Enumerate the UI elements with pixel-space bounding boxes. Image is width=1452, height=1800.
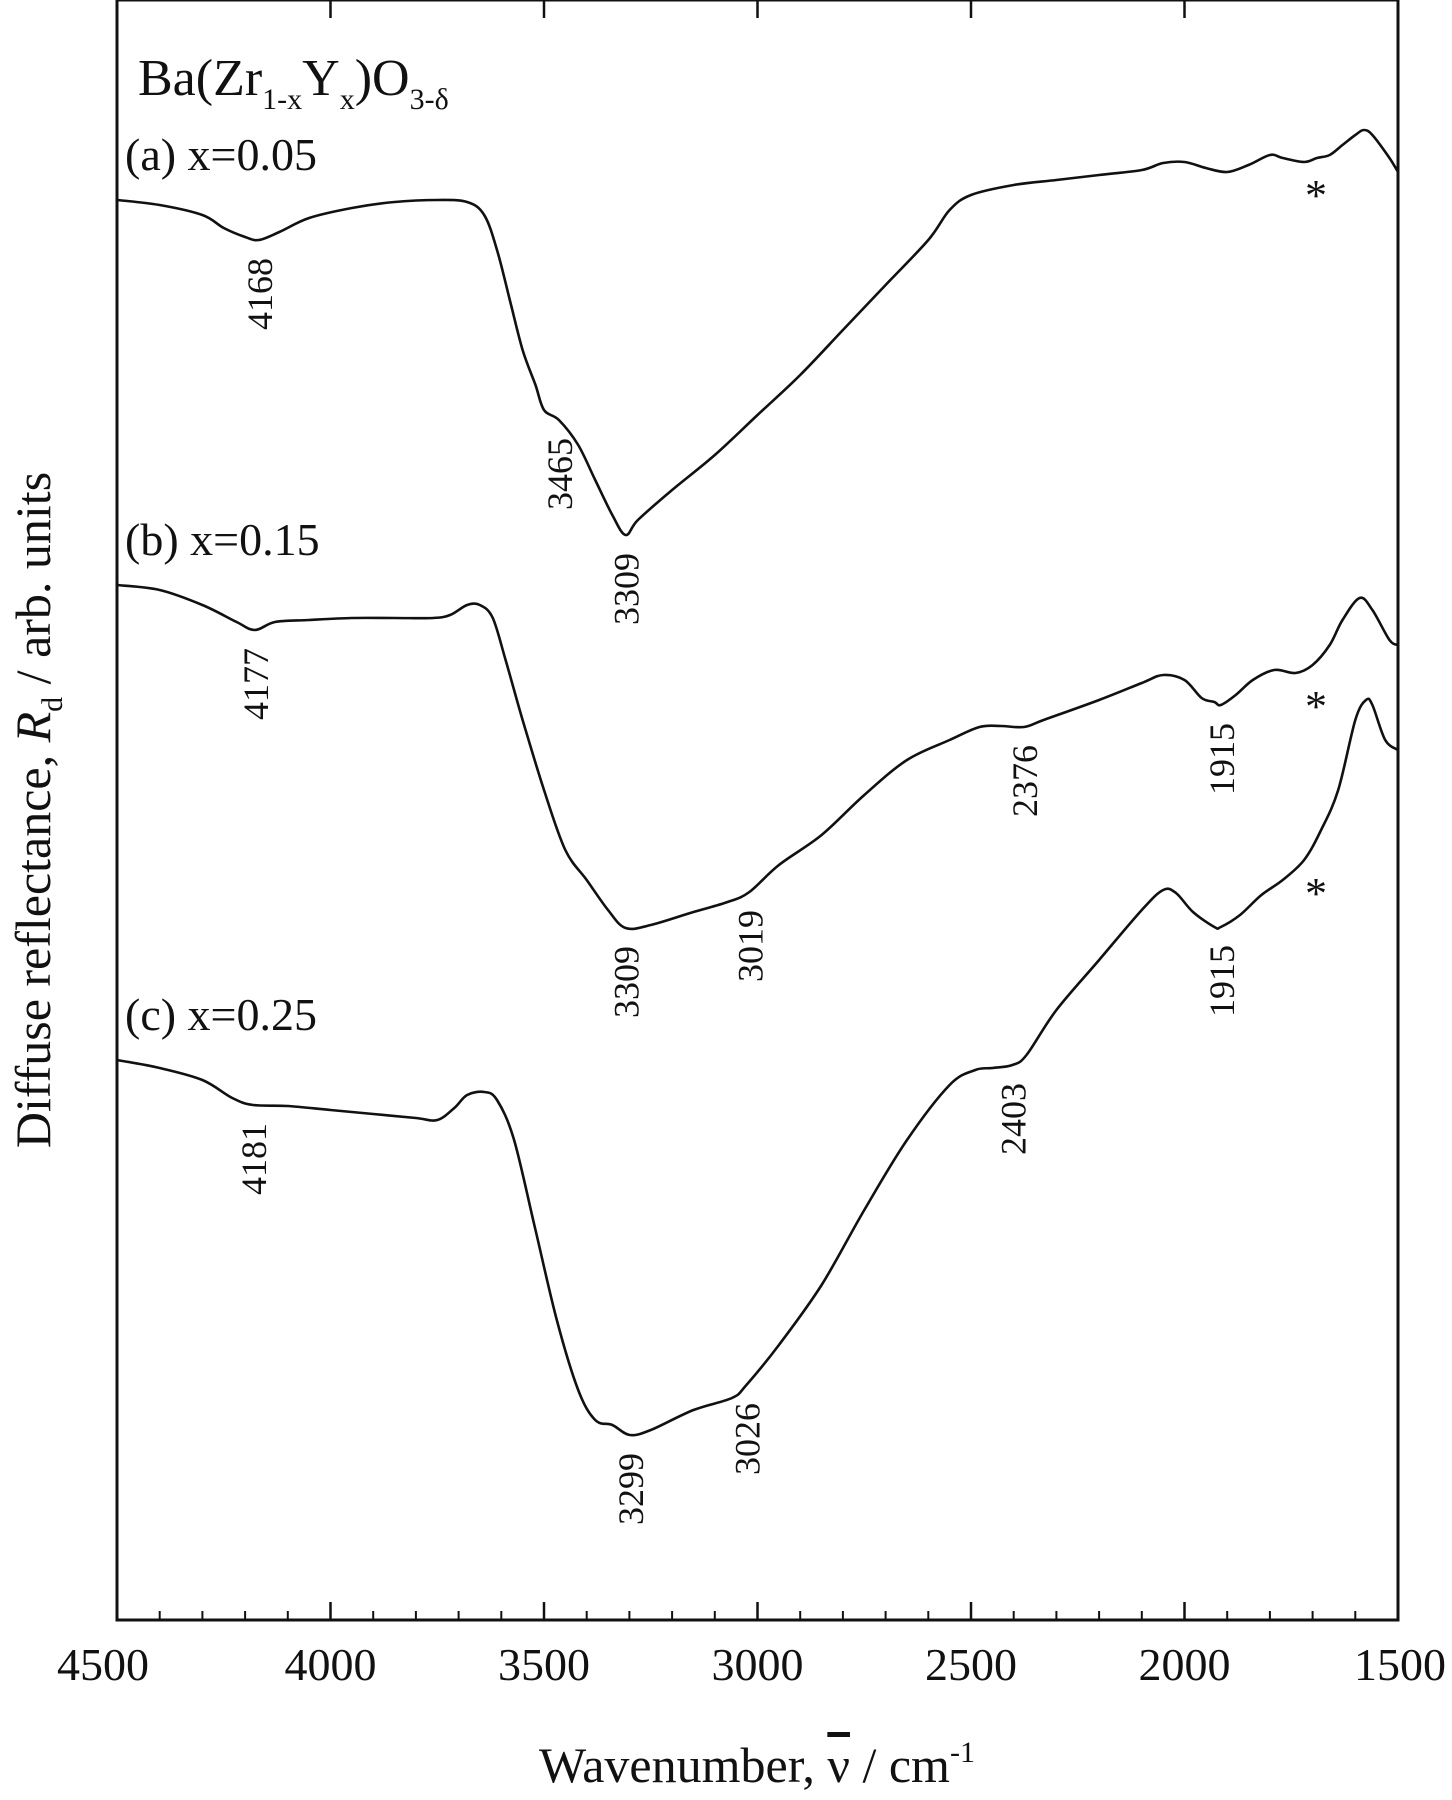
series-lines [116, 128, 1400, 1437]
x-axis-ticks: 4500 4000 3500 3000 2500 2000 1500 [57, 0, 1446, 1690]
asterisk-markers: * * * [1305, 171, 1327, 918]
x-tick-label-2: 4000 [285, 1639, 377, 1690]
x-tick-label-5: 2500 [925, 1639, 1017, 1690]
peak-label-11: 3026 [727, 1403, 767, 1475]
peak-label-1: 4168 [240, 258, 280, 330]
peak-labels: 4168 3465 3309 4177 3309 3019 2376 1915 4181 3299… [234, 258, 1242, 1525]
plot-frame [115, 0, 1400, 1622]
peak-label-4: 4177 [236, 648, 276, 720]
series-line-2 [116, 583, 1399, 931]
series-labels: (a) x=0.05 (b) x=0.15 (c) x=0.25 [125, 129, 320, 1040]
peak-label-8: 1915 [1202, 723, 1242, 795]
x-axis-label: Wavenumber, ν / cm-1 [539, 1736, 975, 1793]
nu-bar-symbol: ν [827, 1737, 850, 1793]
peak-label-10: 3299 [611, 1453, 651, 1525]
series-line-1 [116, 128, 1400, 537]
asterisk-marker-2: * [1305, 682, 1327, 731]
peak-label-6: 3019 [730, 910, 770, 982]
formula-label: Ba(Zr1-xYx)O3-δ [138, 50, 449, 116]
peak-label-13: 1915 [1202, 945, 1242, 1017]
asterisk-marker-3: * [1305, 869, 1327, 918]
x-tick-label-3: 3500 [498, 1639, 590, 1690]
peak-label-2: 3465 [540, 438, 580, 510]
y-axis-label: Diffuse reflectance, Rd / arb. units [5, 472, 69, 1148]
x-tick-label-6: 2000 [1139, 1639, 1231, 1690]
x-tick-label-7: 1500 [1354, 1639, 1446, 1690]
peak-label-5: 3309 [607, 946, 647, 1018]
peak-label-3: 3309 [607, 553, 647, 625]
series-label-2: (b) x=0.15 [125, 514, 320, 565]
series-label-3: (c) x=0.25 [125, 989, 317, 1040]
peak-label-7: 2376 [1005, 745, 1045, 817]
peak-label-9: 4181 [234, 1123, 274, 1195]
x-tick-label-1: 4500 [57, 1639, 149, 1690]
x-tick-label-4: 3000 [712, 1639, 804, 1690]
asterisk-marker-1: * [1305, 171, 1327, 220]
peak-label-12: 2403 [993, 1083, 1033, 1155]
series-label-1: (a) x=0.05 [125, 129, 317, 180]
series-line-3 [116, 697, 1399, 1437]
